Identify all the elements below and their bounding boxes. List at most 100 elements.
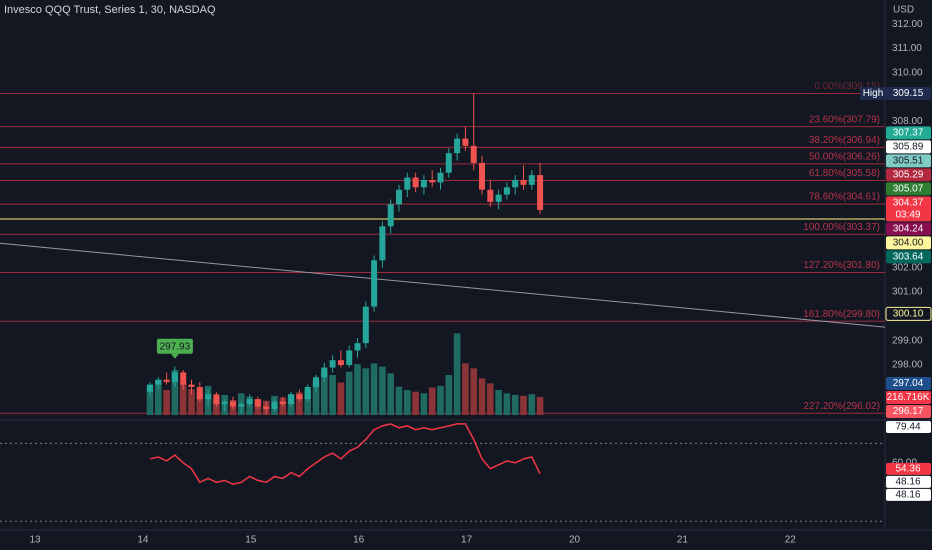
candle-body: [180, 372, 187, 385]
candle-body: [346, 350, 353, 366]
candle-body: [246, 399, 253, 405]
volume-bar: [412, 391, 419, 415]
candle-body: [454, 138, 461, 154]
price-tag: [886, 182, 931, 196]
fib-label: 23.60%(307.79): [809, 114, 880, 125]
fib-label: 78.60%(304.61): [809, 192, 880, 203]
price-tag: [886, 377, 931, 390]
volume-bar: [354, 364, 361, 415]
volume-bar: [420, 393, 428, 415]
candle-body: [387, 204, 394, 227]
y-tick-label: 311.00: [892, 43, 922, 54]
candle-body: [512, 179, 519, 188]
volume-bar: [387, 373, 394, 415]
price-tag: [886, 421, 931, 433]
y-tick-label: 298.00: [892, 360, 923, 371]
candle-body: [487, 189, 494, 202]
price-tag-label: 54.36: [895, 464, 920, 475]
main-pane: 0.00%(309.15) 23.60%(307.79) 38.20%(306.94…: [0, 81, 885, 415]
price-tag-label: 309.15: [893, 88, 924, 99]
volume-bar: [528, 394, 536, 415]
price-tag: [886, 87, 931, 101]
fib-label: 127.20%(301.80): [803, 260, 880, 271]
candle-body: [462, 138, 469, 146]
high-callout: [156, 338, 193, 354]
volume-bar: [404, 390, 411, 415]
x-tick-label: 20: [569, 535, 581, 546]
volume-bar: [321, 370, 328, 415]
price-tag: [886, 154, 931, 168]
volume-bar: [478, 378, 486, 415]
candle-body: [254, 399, 261, 407]
volume-bar: [428, 387, 436, 415]
volume-bar: [462, 363, 469, 415]
volume-bar: [520, 395, 527, 415]
volume-bar: [155, 380, 162, 415]
high-callout-label: 297.93: [160, 341, 191, 352]
y-tick-label: 308.00: [892, 116, 923, 127]
y-tick-label: 302.00: [892, 262, 923, 273]
candle-body: [437, 172, 444, 183]
price-tag-label: 305.07: [893, 184, 924, 195]
fib-label: 161.80%(299.80): [803, 309, 880, 320]
candle-body: [155, 379, 162, 385]
volume-bar: [312, 380, 320, 415]
price-tag: [886, 391, 931, 404]
candle-body: [495, 194, 502, 202]
candle-body: [528, 175, 535, 185]
candle-body: [221, 401, 228, 405]
volume-bar: [379, 366, 386, 415]
candle-body: [404, 177, 411, 190]
price-tag-label: 304.00: [893, 238, 924, 249]
y-tick-label: 301.00: [892, 287, 923, 298]
volume-bar: [536, 396, 544, 415]
candle-body: [230, 401, 236, 407]
candle-body: [354, 343, 361, 351]
candle-body: [420, 179, 427, 188]
candle-body: [412, 177, 419, 188]
candle-body: [337, 360, 344, 366]
volume-bar: [437, 385, 444, 415]
volume-bar: [453, 333, 461, 415]
y-tick-label: 312.00: [892, 19, 923, 30]
candle-body: [263, 406, 270, 409]
candle-body: [503, 187, 510, 195]
fib-label: 227.20%(296.02): [803, 401, 880, 412]
volume-bar: [329, 375, 336, 415]
y-tick-label: 310.00: [892, 67, 923, 78]
x-tick-label: 16: [353, 535, 365, 546]
volume-bar: [503, 393, 511, 415]
volume-bar: [395, 386, 403, 415]
price-tag: [886, 140, 931, 154]
volume-bar: [445, 375, 453, 415]
price-tag: [886, 462, 931, 475]
price-tag-label: 304.37: [893, 198, 924, 209]
x-tick-label: 13: [29, 535, 41, 546]
volume-bar: [179, 383, 187, 415]
candle-body: [196, 386, 203, 400]
candle-body: [313, 377, 319, 387]
candle-body: [479, 162, 485, 190]
price-tag-label: 48.16: [895, 490, 920, 501]
fib-label: 50.00%(306.26): [809, 152, 880, 163]
trend-line: [0, 242, 885, 328]
price-tag-label: 48.16: [895, 477, 920, 488]
high-callout-pointer: [170, 353, 179, 359]
countdown: 03:49: [895, 210, 920, 221]
price-tag-label: 296.17: [893, 406, 924, 417]
high-tag-prefix: High: [863, 88, 884, 99]
volume-bar: [146, 385, 154, 415]
volume-bar: [304, 390, 311, 415]
candle-body: [279, 401, 286, 405]
price-tag-label: 305.29: [893, 170, 924, 181]
volume-bar: [495, 390, 502, 415]
price-tag-label: 305.89: [893, 142, 924, 153]
volume-bar: [196, 391, 204, 415]
fib-label: 61.80%(305.58): [809, 168, 880, 179]
fib-label: 100.00%(303.37): [803, 222, 880, 233]
volume-bar: [511, 395, 519, 415]
price-tag: [886, 168, 931, 182]
candle-body: [445, 153, 452, 173]
candle-body: [238, 404, 245, 407]
